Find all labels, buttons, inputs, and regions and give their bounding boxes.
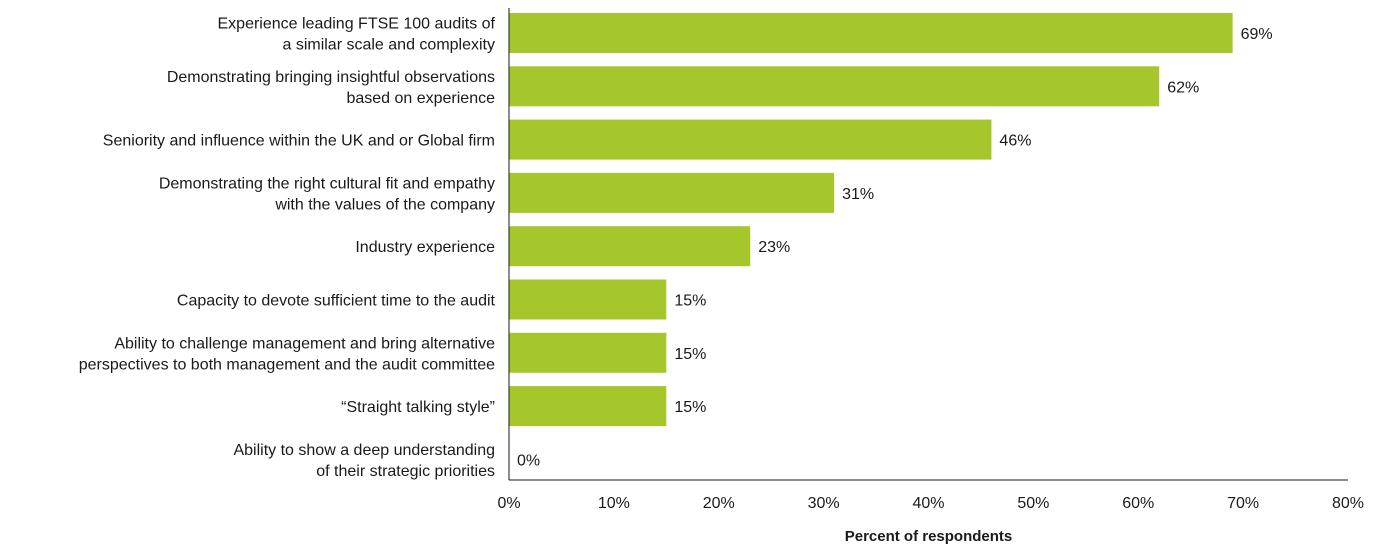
bar <box>509 119 992 160</box>
category-label: Ability to challenge management and brin… <box>79 335 495 373</box>
bar-value-label: 46% <box>999 133 1031 150</box>
category-label: Demonstrating the right cultural fit and… <box>159 175 495 213</box>
bar <box>509 279 667 320</box>
category-labels-layer: Experience leading FTSE 100 audits of a s… <box>79 16 496 480</box>
category-label: Demonstrating bringing insightful observ… <box>167 69 495 107</box>
x-tick-label: 20% <box>703 495 735 512</box>
value-labels-layer: 69% 62% 46% 31% 23% 15% 15% 15% 0% <box>517 26 1273 469</box>
axes-layer <box>508 8 1348 481</box>
bars-layer <box>509 13 1233 427</box>
x-tick-label: 0% <box>497 495 520 512</box>
bar <box>509 386 667 427</box>
category-label: “Straight talking style” <box>341 399 495 416</box>
x-tick-label: 40% <box>912 495 944 512</box>
x-tick-label: 80% <box>1332 495 1364 512</box>
bar <box>509 13 1233 53</box>
category-label: Industry experience <box>355 239 495 256</box>
x-axis-title: Percent of respondents <box>845 528 1013 545</box>
bar-value-label: 15% <box>674 399 706 416</box>
x-tick-label: 30% <box>808 495 840 512</box>
bar-value-label: 15% <box>674 293 706 310</box>
category-label: Seniority and influence within the UK an… <box>103 133 495 150</box>
category-label: Experience leading FTSE 100 audits of a s… <box>218 16 496 54</box>
bar <box>509 172 835 213</box>
bar <box>509 332 667 373</box>
x-tick-label: 60% <box>1122 495 1154 512</box>
category-label: Capacity to devote sufficient time to th… <box>177 293 496 310</box>
category-label: Ability to show a deep understanding of t… <box>233 442 495 480</box>
bar-value-label: 0% <box>517 452 540 469</box>
bar <box>509 226 751 267</box>
bar-value-label: 23% <box>758 239 790 256</box>
x-tick-labels-layer: 0% 10% 20% 30% 40% 50% 60% 70% 80% <box>497 495 1364 512</box>
bar <box>509 66 1160 107</box>
bar-value-label: 31% <box>842 186 874 203</box>
bar-value-label: 69% <box>1241 26 1273 43</box>
bar-value-label: 15% <box>674 346 706 363</box>
x-tick-label: 50% <box>1017 495 1049 512</box>
x-tick-label: 70% <box>1227 495 1259 512</box>
x-tick-label: 10% <box>598 495 630 512</box>
bar-value-label: 62% <box>1167 79 1199 96</box>
